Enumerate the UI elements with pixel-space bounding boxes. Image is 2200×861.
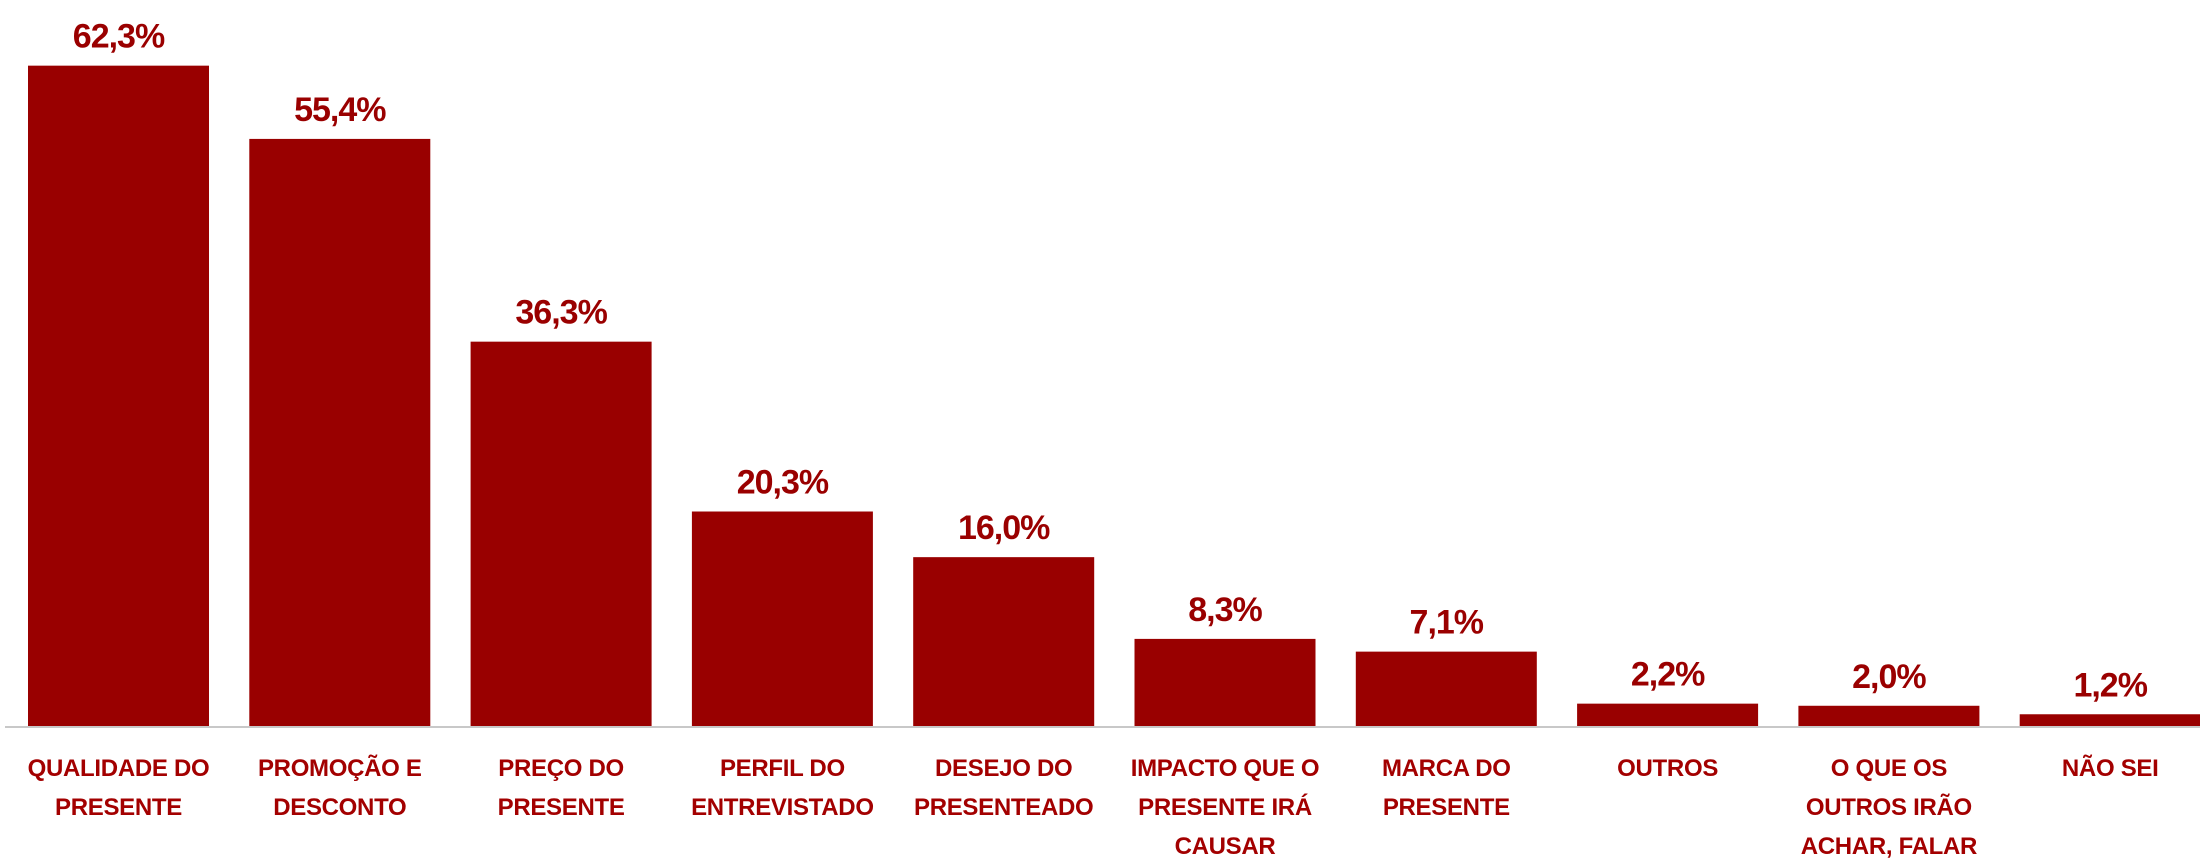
- value-label: 20,3%: [737, 464, 829, 502]
- value-label: 8,3%: [1188, 591, 1262, 629]
- bar: [1134, 638, 1316, 727]
- bar: [913, 557, 1095, 727]
- bar: [249, 138, 431, 727]
- value-label: 7,1%: [1410, 604, 1484, 642]
- bar: [470, 341, 652, 727]
- value-label: 1,2%: [2073, 666, 2147, 704]
- x-tick-label: PREÇO DO PRESENTE: [497, 755, 625, 821]
- x-tick-label: PERFIL DO ENTREVISTADO: [691, 755, 874, 821]
- x-tick-label: MARCA DO PRESENTE: [1381, 755, 1511, 821]
- bar: [28, 65, 209, 727]
- value-label: 62,3%: [73, 18, 165, 56]
- value-label: 36,3%: [515, 294, 607, 332]
- x-tick-label: OUTROS: [1617, 755, 1719, 782]
- x-tick-label: O QUE OS OUTROS IRÃO ACHAR, FALAR: [1800, 755, 1978, 860]
- bar: [1577, 703, 1759, 727]
- x-tick-label: PROMOÇÃO E DESCONTO: [257, 755, 422, 821]
- bar: [691, 511, 873, 727]
- value-label: 16,0%: [958, 509, 1050, 547]
- bar: [2019, 714, 2200, 727]
- bar: [1355, 651, 1537, 727]
- bar: [1798, 705, 1980, 727]
- x-tick-label: IMPACTO QUE O PRESENTE IRÁ CAUSAR: [1130, 755, 1320, 860]
- x-tick-label: DESEJO DO PRESENTEADO: [913, 755, 1094, 821]
- x-tick-label: QUALIDADE DO PRESENTE: [27, 755, 210, 821]
- value-label: 55,4%: [294, 91, 386, 129]
- x-tick-label: NÃO SEI: [2061, 755, 2159, 782]
- value-label: 2,2%: [1631, 656, 1705, 694]
- value-label: 2,0%: [1852, 658, 1926, 696]
